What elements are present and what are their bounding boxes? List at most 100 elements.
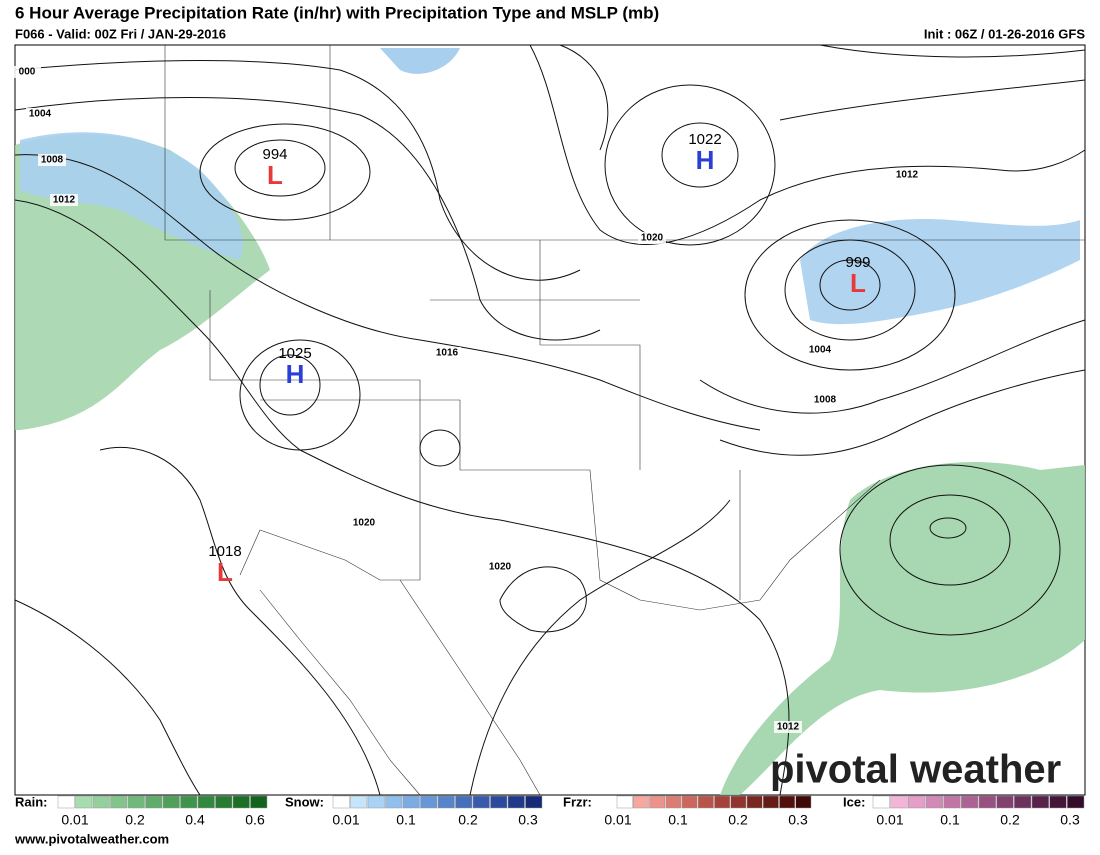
legend-name: Snow: — [285, 794, 324, 809]
isobar-label: 1020 — [353, 518, 376, 529]
legend-swatch — [665, 795, 682, 809]
legend-swatch — [714, 795, 730, 809]
legend-tick: 0.2 — [458, 812, 478, 828]
label-bg — [26, 108, 54, 120]
label-bg — [433, 347, 461, 359]
legend-swatch — [1049, 795, 1067, 809]
legend-tick: 0.4 — [185, 812, 205, 828]
isobar — [529, 44, 1086, 245]
legend-swatch — [633, 795, 649, 809]
legend-swatch — [57, 795, 75, 809]
isobar — [661, 122, 739, 188]
title: 6 Hour Average Precipitation Rate (in/hr… — [15, 3, 659, 22]
legend-tick: 0.1 — [940, 812, 960, 828]
legend-swatch — [145, 795, 163, 809]
legend-tick: 0.01 — [876, 812, 903, 828]
legend-tick: 0.01 — [604, 812, 631, 828]
isobar-label: 1020 — [489, 562, 512, 573]
isobar-label: 1012 — [896, 170, 919, 181]
legend-swatch — [455, 795, 473, 809]
isobar — [14, 154, 761, 431]
isobar-label: 1012 — [777, 722, 800, 733]
legend-swatch — [746, 795, 763, 809]
legend-swatch — [332, 795, 350, 809]
isobar — [469, 499, 731, 796]
center-value: 1018 — [208, 543, 241, 560]
legend-swatch — [197, 795, 215, 809]
center-value: 1025 — [278, 345, 311, 362]
legend-swatch — [908, 795, 926, 809]
isobar — [14, 97, 601, 341]
legend-tick: 0.1 — [396, 812, 416, 828]
isobar — [99, 446, 381, 796]
isobar — [234, 139, 326, 197]
label-bg — [774, 721, 802, 733]
snow-area — [20, 132, 243, 260]
watermark: pivotal weather — [770, 748, 1061, 792]
isobar — [699, 319, 1086, 414]
center-value: 1022 — [688, 131, 721, 148]
legend-tick: 0.3 — [518, 812, 538, 828]
isobar — [199, 123, 371, 221]
center-type: L — [850, 268, 866, 298]
label-bg — [486, 561, 514, 573]
legend-swatch — [681, 795, 698, 809]
isobar — [929, 517, 967, 539]
isobar-label: 1016 — [436, 348, 459, 359]
legend-tick: 0.1 — [668, 812, 688, 828]
border — [430, 299, 741, 600]
legend-tick: 0.2 — [125, 812, 145, 828]
legend-swatch — [472, 795, 490, 809]
legend-tick: 0.01 — [61, 812, 88, 828]
isobar — [499, 566, 587, 633]
legend-swatch — [943, 795, 961, 809]
precipitation — [15, 48, 1085, 795]
legend-swatch — [730, 795, 747, 809]
legend-swatch — [616, 795, 633, 809]
isobar-label: 1012 — [53, 195, 76, 206]
border — [259, 579, 541, 796]
isobar — [14, 60, 581, 281]
isobar — [14, 199, 790, 796]
isobar — [559, 44, 609, 151]
legend-tick: 0.3 — [788, 812, 808, 828]
isobar — [419, 429, 461, 467]
legend-tick: 0.2 — [1000, 812, 1020, 828]
legend-swatch — [649, 795, 665, 809]
legend-swatch — [996, 795, 1014, 809]
isobar — [784, 239, 916, 341]
footer-url: www.pivotalweather.com — [14, 831, 169, 846]
init-time: Init : 06Z / 01-26-2016 GFS — [924, 26, 1085, 41]
legend-swatch — [525, 795, 543, 809]
legend-swatch — [367, 795, 385, 809]
rain-area — [720, 461, 1085, 795]
legend-swatch — [795, 795, 812, 809]
legend-swatch — [215, 795, 233, 809]
legend-swatch — [779, 795, 795, 809]
center-type: L — [267, 160, 283, 190]
label-bg — [893, 169, 921, 181]
center-value: 999 — [845, 254, 870, 271]
subtitle: F066 - Valid: 00Z Fri / JAN-29-2016 — [15, 26, 226, 41]
legend-swatch — [385, 795, 403, 809]
label-bg — [638, 232, 666, 244]
legend-swatch — [1014, 795, 1032, 809]
center-type: H — [286, 359, 305, 389]
isobar-label: 1004 — [809, 345, 832, 356]
legend-swatch — [890, 795, 908, 809]
legend-swatch — [925, 795, 943, 809]
isobar — [779, 44, 1086, 121]
legend-swatch — [180, 795, 198, 809]
label-bg — [350, 517, 378, 529]
legend-swatch — [402, 795, 420, 809]
legend-swatch — [437, 795, 455, 809]
label-bg — [13, 66, 41, 78]
legend-swatch — [75, 795, 93, 809]
legend-tick: 0.2 — [728, 812, 748, 828]
legend-tick: 0.01 — [332, 812, 359, 828]
legend-swatch — [162, 795, 180, 809]
legend-tick: 0.3 — [1060, 812, 1080, 828]
isobar — [14, 599, 201, 796]
center-value: 994 — [262, 146, 287, 163]
isobar — [259, 354, 321, 416]
